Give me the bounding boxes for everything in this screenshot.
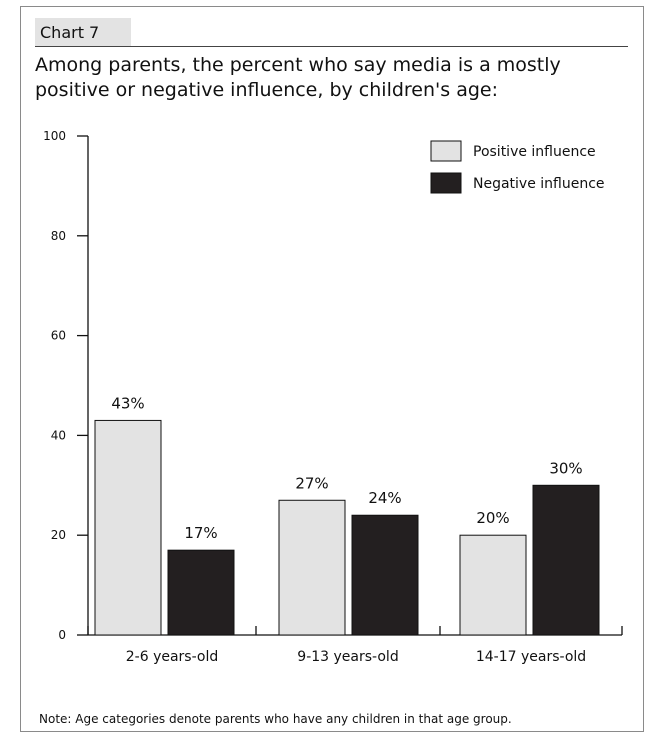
negative-value-label-2: 30% <box>549 459 582 477</box>
negative-value-label-1: 24% <box>368 489 401 507</box>
y-tick-label-0: 0 <box>58 628 66 642</box>
footnote: Note: Age categories denote parents who … <box>39 712 512 726</box>
legend-swatch-positive <box>430 140 462 162</box>
negative-bar-0 <box>167 549 235 636</box>
chart-number-tab: Chart 7 <box>35 18 131 46</box>
chart-title: Among parents, the percent who say media… <box>35 54 561 101</box>
header-rule <box>35 46 628 47</box>
positive-value-label-1: 27% <box>295 474 328 492</box>
negative-value-label-0: 17% <box>184 524 217 542</box>
positive-bar-1 <box>278 499 346 636</box>
y-tick-label-40: 40 <box>51 428 66 442</box>
legend-swatch-negative <box>430 172 462 194</box>
y-tick-label-20: 20 <box>51 528 66 542</box>
x-tick-label-1: 9-13 years-old <box>297 649 398 665</box>
negative-bar-2 <box>532 484 600 636</box>
positive-value-label-0: 43% <box>111 394 144 412</box>
positive-value-label-2: 20% <box>476 509 509 527</box>
x-tick-label-2: 14-17 years-old <box>476 649 586 665</box>
x-tick-label-0: 2-6 years-old <box>126 649 219 665</box>
legend-label-negative: Negative influence <box>473 176 605 192</box>
negative-bar-1 <box>351 514 419 636</box>
legend-label-positive: Positive influence <box>473 144 596 160</box>
y-tick-label-60: 60 <box>51 329 66 343</box>
y-tick-label-80: 80 <box>51 229 66 243</box>
positive-bar-2 <box>459 534 527 636</box>
positive-bar-0 <box>94 419 162 636</box>
y-tick-label-100: 100 <box>43 129 66 143</box>
